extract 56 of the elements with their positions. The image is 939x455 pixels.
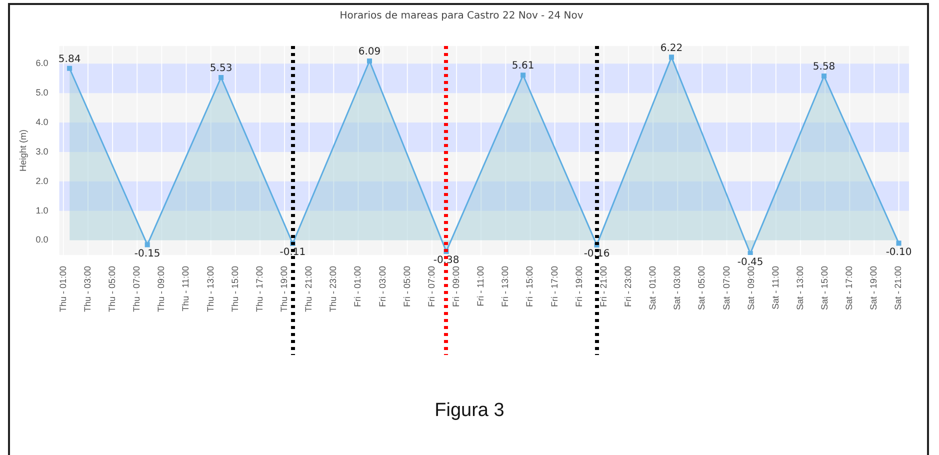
data-label: -0.38 bbox=[433, 255, 460, 266]
x-tick-label: Thu - 07:00 bbox=[132, 266, 142, 312]
y-tick-label: 0.0 bbox=[36, 234, 48, 245]
x-tick-label: Fri - 07:00 bbox=[426, 266, 436, 307]
x-tick-label: Sat - 11:00 bbox=[770, 266, 780, 310]
data-label: 5.84 bbox=[58, 54, 81, 65]
y-tick-label: 2.0 bbox=[36, 176, 48, 186]
y-axis-title: Height (m) bbox=[18, 129, 28, 172]
x-tick-label: Fri - 11:00 bbox=[476, 266, 486, 306]
x-tick-label: Fri - 19:00 bbox=[574, 266, 584, 307]
data-label: -0.11 bbox=[280, 247, 306, 258]
x-tick-label: Thu - 01:00 bbox=[58, 266, 68, 312]
x-tick-label: Thu - 09:00 bbox=[156, 266, 166, 312]
x-tick-label: Thu - 17:00 bbox=[254, 266, 264, 312]
x-tick-label: Fri - 01:00 bbox=[352, 266, 363, 307]
text: Figura 3 bbox=[434, 400, 506, 422]
data-label: 5.53 bbox=[210, 63, 232, 74]
x-tick-label: Sat - 13:00 bbox=[794, 266, 805, 310]
x-tick-label: Sat - 19:00 bbox=[868, 266, 879, 310]
x-tick-label: Sat - 07:00 bbox=[721, 266, 732, 310]
x-tick-label: Sat - 03:00 bbox=[672, 266, 682, 310]
x-tick-label: Fri - 17:00 bbox=[549, 266, 560, 307]
x-tick-label: Fri - 13:00 bbox=[500, 266, 510, 307]
x-tick-label: Fri - 21:00 bbox=[598, 266, 608, 307]
x-tick-label: Sat - 21:00 bbox=[893, 266, 904, 310]
x-tick-label: Sat - 17:00 bbox=[844, 266, 854, 310]
x-tick-label: Fri - 09:00 bbox=[451, 266, 461, 307]
x-tick-label: Thu - 03:00 bbox=[82, 266, 92, 312]
y-tick-label: 1.0 bbox=[36, 205, 48, 216]
data-label: 6.22 bbox=[660, 42, 683, 54]
x-tick-label: Fri - 23:00 bbox=[622, 266, 633, 307]
x-tick-label: Thu - 21:00 bbox=[304, 266, 314, 312]
x-tick-label: Fri - 05:00 bbox=[402, 266, 412, 307]
x-tick-label: Thu - 19:00 bbox=[279, 266, 290, 312]
data-label: -0.15 bbox=[134, 248, 160, 260]
x-tick-label: Sat - 01:00 bbox=[648, 266, 658, 310]
x-tick-label: Thu - 11:00 bbox=[180, 266, 191, 312]
x-tick-label: Sat - 09:00 bbox=[746, 266, 756, 310]
x-tick-label: Thu - 15:00 bbox=[230, 266, 240, 312]
x-tick-label: Fri - 03:00 bbox=[377, 266, 388, 307]
data-label: 6.09 bbox=[358, 46, 381, 58]
x-tick-label: Thu - 23:00 bbox=[328, 266, 338, 312]
chart-title: Horarios de mareas para Castro 22 Nov - 24 Nov bbox=[340, 10, 584, 22]
data-label: -0.10 bbox=[886, 246, 912, 258]
data-label: 5.61 bbox=[512, 60, 534, 72]
data-label: 5.58 bbox=[812, 62, 836, 73]
x-tick-label: Sat - 05:00 bbox=[696, 266, 707, 310]
y-tick-label: 4.0 bbox=[36, 117, 48, 128]
x-tick-label: Thu - 13:00 bbox=[205, 266, 216, 312]
x-tick-label: Thu - 05:00 bbox=[107, 266, 118, 312]
x-tick-label: Fri - 15:00 bbox=[524, 266, 535, 307]
data-label: -0.16 bbox=[584, 248, 610, 260]
y-tick-label: 5.0 bbox=[36, 88, 48, 98]
x-tick-label: Sat - 15:00 bbox=[820, 266, 830, 310]
y-tick-label: 6.0 bbox=[36, 58, 48, 68]
y-tick-label: 3.0 bbox=[36, 146, 48, 156]
